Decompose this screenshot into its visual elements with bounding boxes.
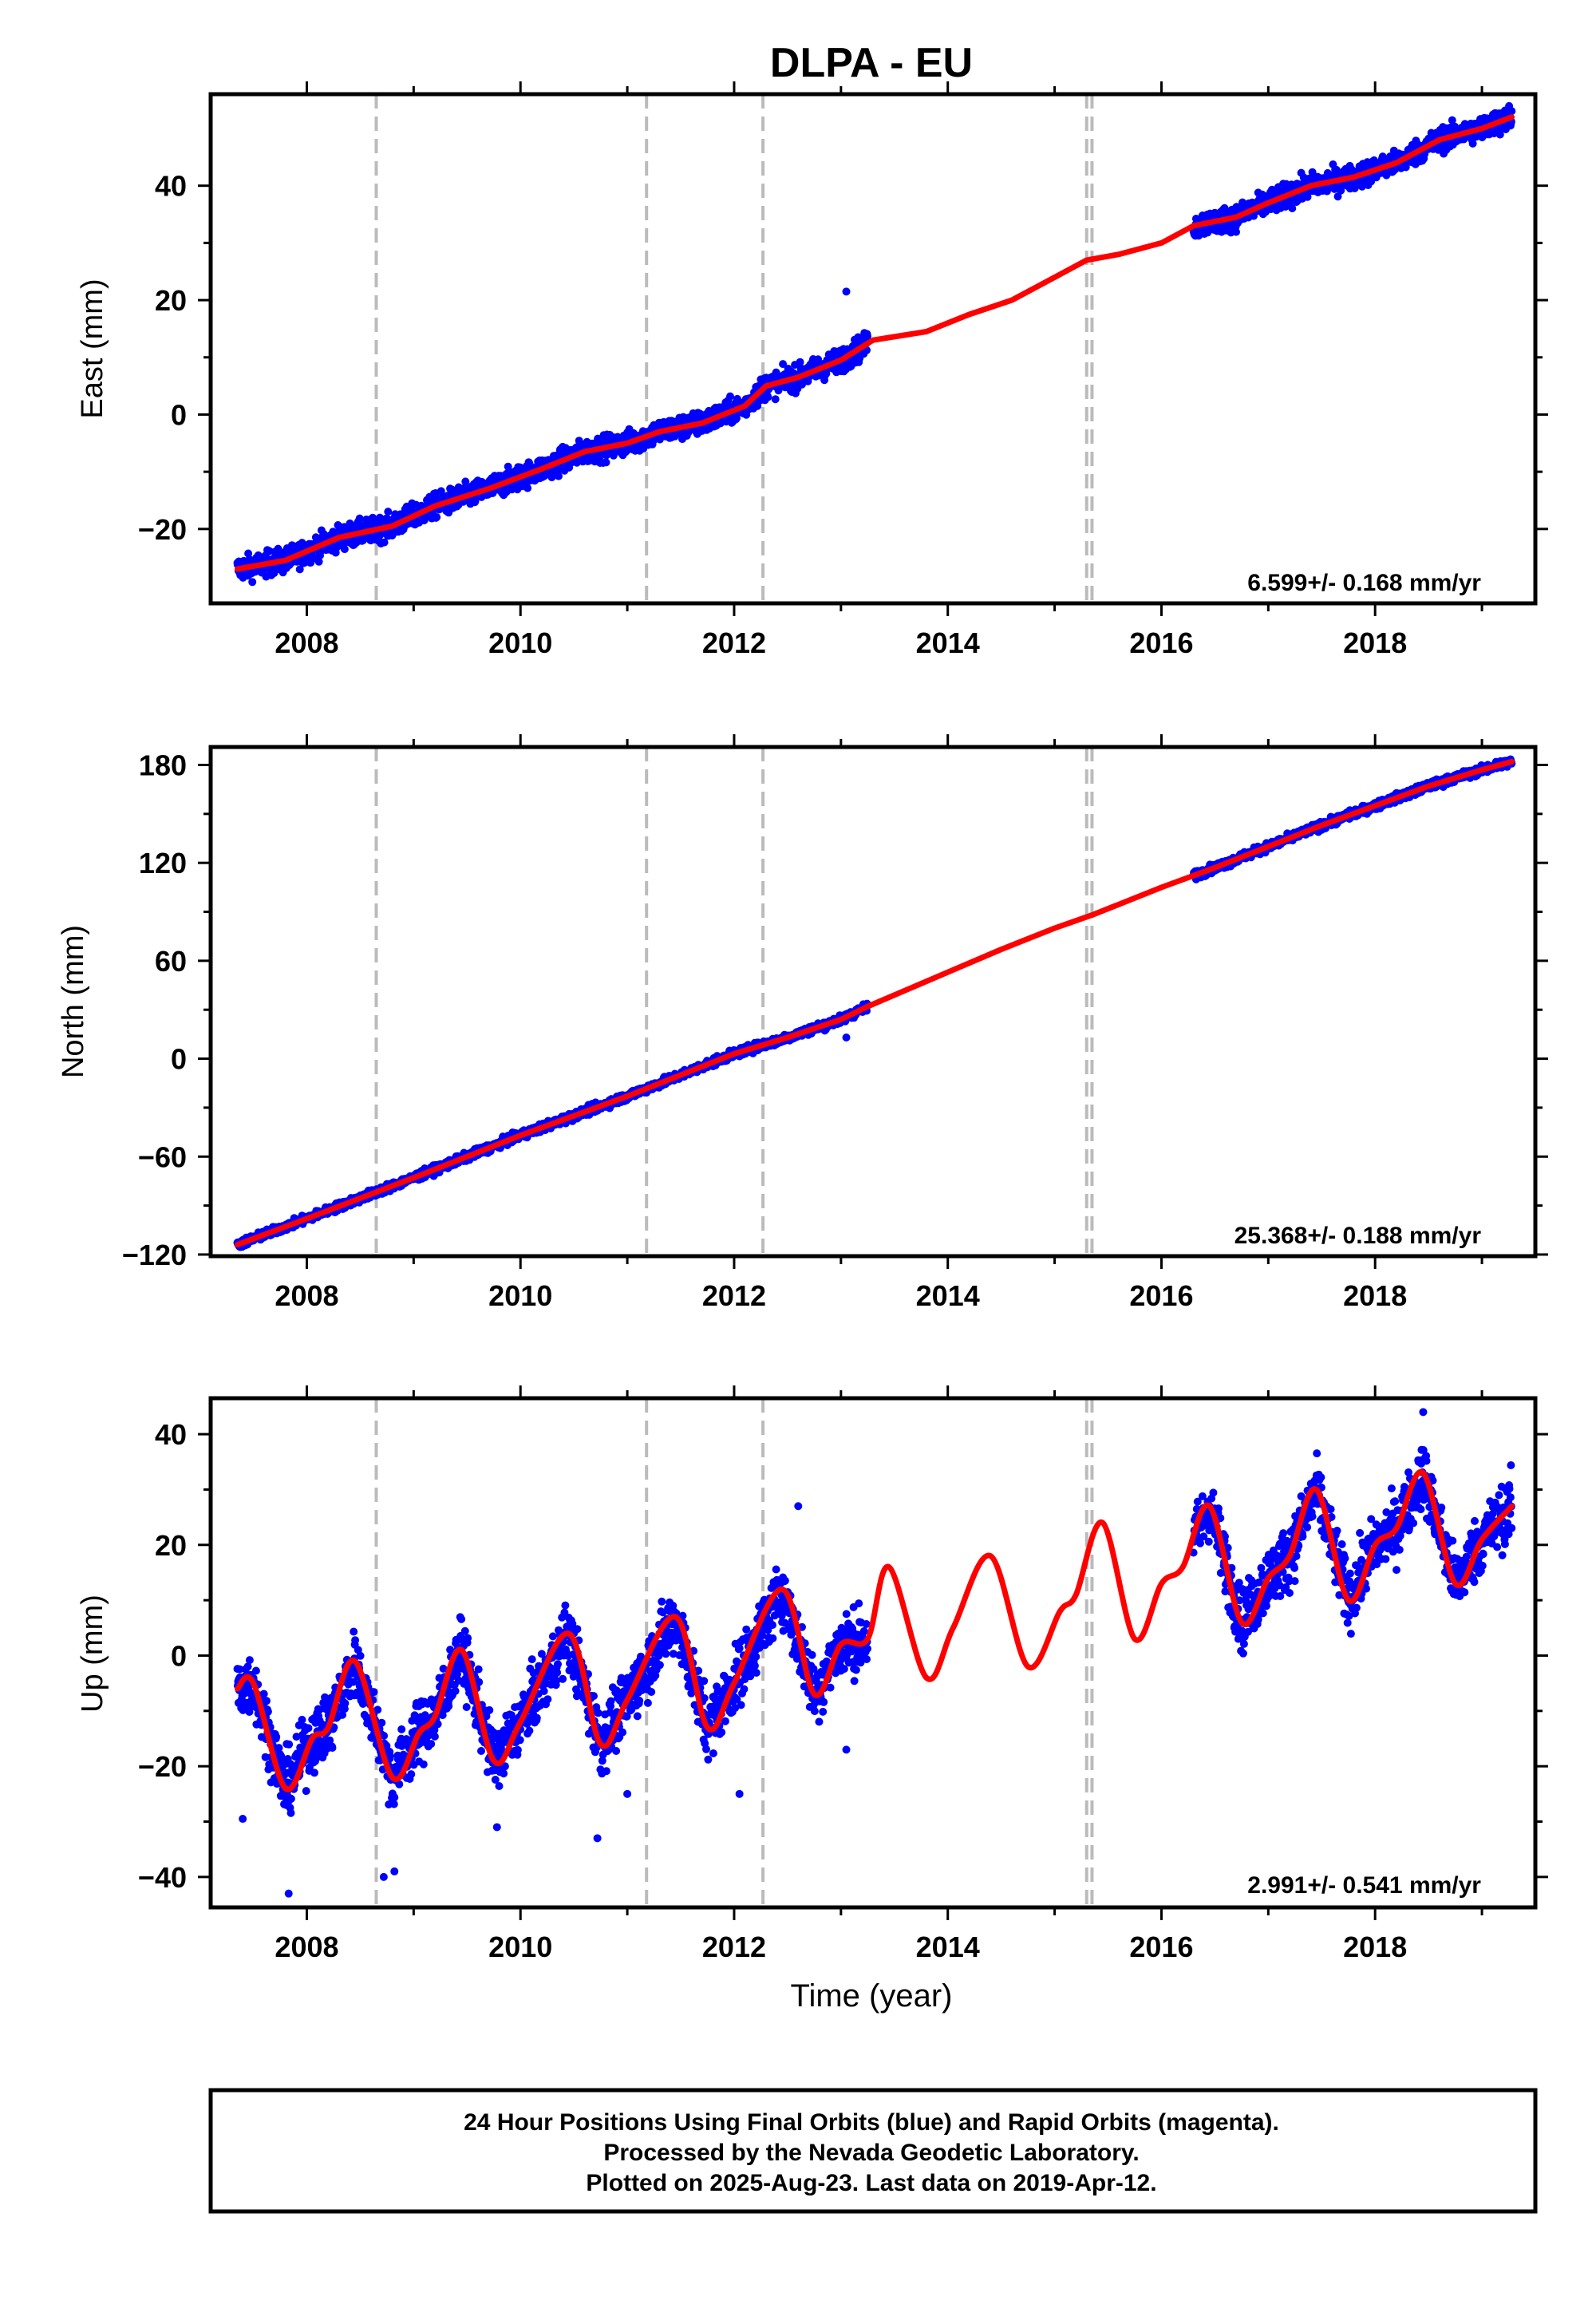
east-observation-point (764, 393, 772, 401)
chart-title: DLPA - EU (770, 40, 973, 86)
east-observation-point (1507, 107, 1516, 116)
east-observation-point (355, 514, 364, 523)
east-observation-point (380, 538, 389, 547)
east-observation-point (295, 565, 304, 574)
east-observation-point (376, 513, 384, 522)
east-rate-label: 6.599+/- 0.168 mm/yr (1247, 570, 1481, 596)
east-observation-point (340, 545, 349, 554)
east-observation-point (1232, 227, 1240, 236)
east-observation-point (555, 472, 563, 480)
east-observation-point (1468, 139, 1477, 148)
east-observation-point (696, 409, 705, 418)
east-observation-point (547, 473, 556, 482)
east-observation-point (523, 484, 532, 492)
east-x-tick-label: 2008 (275, 626, 338, 659)
east-x-tick-label: 2014 (916, 626, 980, 659)
east-observation-point (504, 462, 512, 471)
east-observation-point (433, 513, 441, 521)
east-observation-point (575, 437, 583, 445)
east-x-tick-label: 2018 (1343, 626, 1407, 659)
east-panel: East (mm) 2008 2010 2012 2014 2016 2018 −20 0 20… (76, 81, 1548, 659)
east-observation-point (726, 392, 734, 401)
east-observation-point (602, 458, 610, 467)
east-observation-point (771, 395, 780, 404)
east-observation-point (248, 578, 257, 587)
east-x-tick-label: 2016 (1129, 626, 1193, 659)
east-outlier-point (842, 287, 851, 296)
east-y-axis-label: East (mm) (76, 279, 109, 418)
east-observation-point (384, 508, 393, 516)
east-x-tick-label: 2012 (702, 626, 766, 659)
east-y-tick-label: 20 (155, 284, 187, 317)
east-y-tick-label: 40 (155, 170, 187, 203)
east-observation-point (314, 557, 323, 566)
north-panel: North (mm) 2008 2010 2012 2014 2016 2018−120−… (57, 734, 1548, 1312)
east-x-tick-label: 2010 (488, 626, 552, 659)
east-y-tick-label: 0 (171, 398, 187, 431)
north-y-axis-label: North (mm) (57, 925, 90, 1078)
east-y-tick-label: −20 (138, 513, 187, 546)
